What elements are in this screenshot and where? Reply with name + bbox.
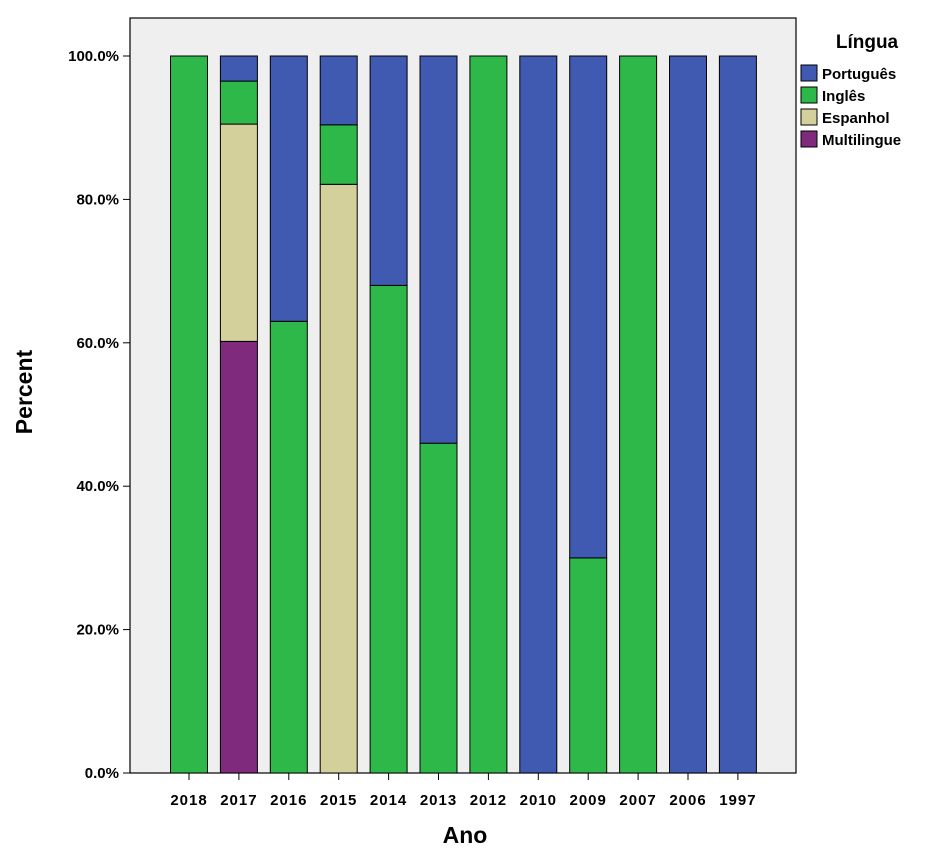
bar-2010-português [519, 55, 558, 774]
legend-swatch-espanhol [800, 108, 818, 126]
x-tick-label: 2006 [669, 792, 706, 809]
x-tick-label: 2009 [570, 792, 607, 809]
y-axis-title: Percent [11, 349, 37, 434]
x-tick-label: 2013 [420, 792, 457, 809]
legend-label-espanhol: Espanhol [822, 110, 890, 127]
bars-group [170, 55, 757, 774]
y-tick-label: 80.0% [76, 191, 119, 208]
bar-2013-português [419, 55, 458, 444]
x-tick-label: 2010 [520, 792, 557, 809]
bar-2016-português [269, 55, 308, 322]
y-tick-label: 40.0% [76, 478, 119, 495]
x-tick-label: 2018 [170, 792, 207, 809]
bar-2014-inglês [369, 284, 408, 774]
y-axis: 0.0% 20.0% 40.0% 60.0% 80.0% 100.0% [68, 48, 130, 782]
bar-1997-português [718, 55, 757, 774]
x-tick-label: 2015 [320, 792, 357, 809]
legend-title: Língua [836, 32, 899, 53]
x-tick-label: 2007 [619, 792, 656, 809]
bar-2015-português [319, 55, 358, 126]
x-axis: 2018 2017 2016 2015 2014 2013 2012 2010 2009 2007… [170, 773, 756, 809]
bar-2015-espanhol [319, 183, 358, 774]
y-tick-label: 100.0% [68, 48, 119, 65]
x-tick-label: 2014 [370, 792, 407, 809]
bar-2017-inglês [219, 80, 258, 125]
legend-label-inglês: Inglês [822, 88, 865, 105]
legend: Língua Português Inglês Espanhol Multilingu… [800, 32, 901, 149]
bar-2016-inglês [269, 320, 308, 774]
bar-2017-multilingue [219, 340, 258, 774]
bar-2012-inglês [469, 55, 508, 774]
legend-label-multilingue: Multilingue [822, 132, 901, 149]
y-tick-label: 60.0% [76, 335, 119, 352]
x-axis-title: Ano [443, 822, 488, 848]
bar-2013-inglês [419, 442, 458, 774]
legend-label-português: Português [822, 66, 896, 83]
x-tick-label: 2017 [220, 792, 257, 809]
bar-2007-inglês [619, 55, 658, 774]
bar-2009-inglês [569, 557, 608, 774]
y-tick-label: 20.0% [76, 622, 119, 639]
bar-2015-inglês [319, 124, 358, 185]
legend-swatch-inglês [800, 86, 818, 104]
bar-2018-inglês [170, 55, 208, 774]
bar-2006-português [669, 55, 707, 774]
legend-swatch-português [800, 64, 818, 82]
x-tick-label: 2012 [470, 792, 507, 809]
bar-2017-português [219, 55, 258, 82]
legend-swatch-multilingue [800, 130, 818, 148]
y-tick-label: 0.0% [85, 765, 119, 782]
bar-2014-português [369, 55, 408, 286]
bar-2009-português [569, 55, 608, 559]
bar-2017-espanhol [219, 123, 258, 342]
x-tick-label: 1997 [719, 792, 756, 809]
x-tick-label: 2016 [270, 792, 307, 809]
